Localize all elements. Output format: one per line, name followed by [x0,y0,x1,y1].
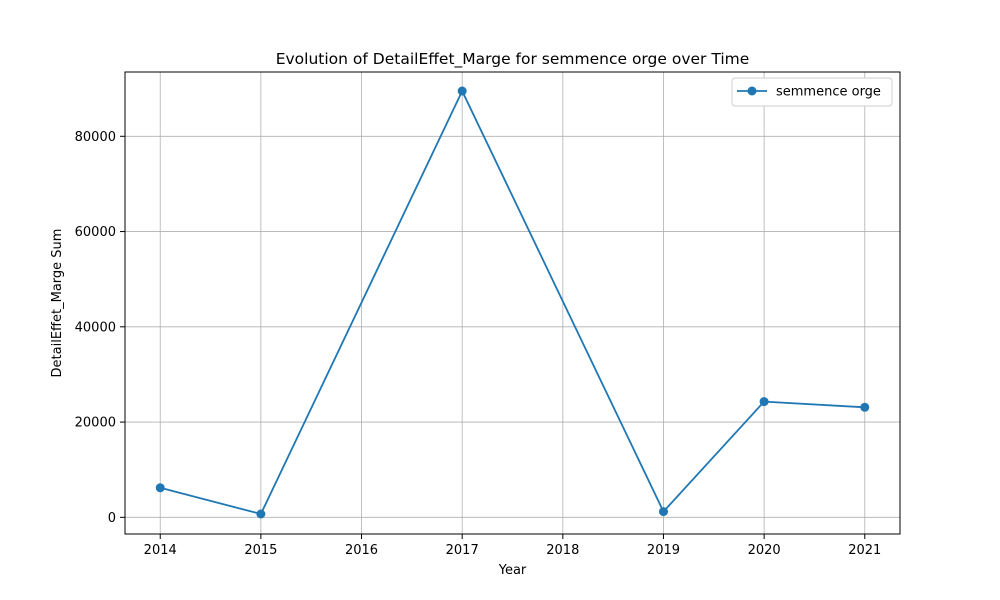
x-tick-label: 2018 [546,543,579,558]
y-tick-label: 60000 [75,225,116,240]
legend-box [731,77,893,107]
series-line [160,90,865,515]
data-point [658,507,668,517]
plot-area [125,72,900,534]
x-axis: 2014 2015 2016 2017 2018 2019 2020 2021 [144,534,881,558]
data-point [155,483,165,493]
x-tick-label: 2015 [244,543,277,558]
x-axis-label: Year [498,563,527,578]
data-point [759,397,769,407]
legend: semmence orge [731,77,893,107]
data-point [860,402,870,412]
y-axis-label: DetailEffet_Marge Sum [50,229,65,378]
legend-marker [747,86,757,96]
legend-label: semmence orge [776,85,881,100]
y-tick-label: 0 [108,511,116,526]
series-layer [155,86,870,519]
x-tick-label: 2019 [647,543,680,558]
x-tick-label: 2014 [144,543,177,558]
data-point [457,86,467,96]
y-tick-label: 80000 [75,130,116,145]
y-tick-label: 40000 [75,320,116,335]
chart-title: Evolution of DetailEffet_Marge for semme… [276,50,750,69]
plot-frame [124,71,901,535]
x-tick-label: 2016 [345,543,378,558]
x-tick-label: 2017 [446,543,479,558]
x-tick-label: 2021 [848,543,881,558]
y-tick-label: 20000 [75,416,116,431]
y-axis: 0 20000 40000 60000 80000 [75,130,125,526]
data-point [256,509,266,519]
x-tick-label: 2020 [748,543,781,558]
